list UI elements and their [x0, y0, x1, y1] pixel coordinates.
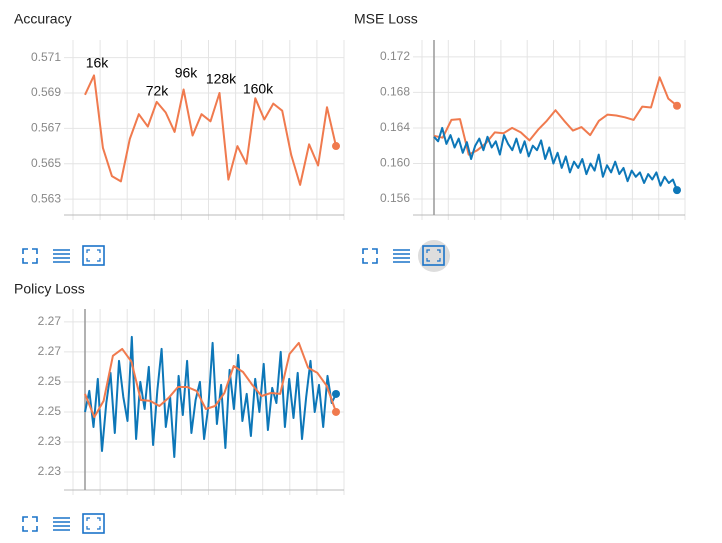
series-line: [84, 335, 337, 458]
y-tick-label: 2.25: [38, 374, 62, 388]
y-tick-label: 0.160: [380, 156, 410, 170]
fit-domain-button[interactable]: [422, 245, 445, 266]
y-tick-label: 2.25: [38, 404, 62, 418]
toggle-log-button[interactable]: [393, 249, 410, 263]
chart-title: MSE Loss: [354, 11, 418, 27]
annotation: 96k: [175, 65, 199, 81]
series-line: [433, 126, 678, 191]
chart: Policy Loss 2.27 2.27 2.25 2.25 2.23 2.23: [14, 281, 345, 495]
fit-domain-button[interactable]: [82, 513, 105, 534]
y-tick-label: 0.172: [380, 49, 410, 63]
button-highlight: [418, 240, 450, 272]
series-line: [84, 74, 337, 186]
series-line: [433, 76, 678, 156]
last-point: [673, 101, 681, 110]
annotation: 160k: [243, 81, 274, 97]
annotation: 128k: [206, 71, 237, 87]
chart: Accuracy 0.571 0.569 0.567 0.565 0.563 16k 72k 9…: [14, 11, 345, 220]
y-tick-label: 0.156: [380, 191, 410, 205]
toggle-log-button[interactable]: [53, 249, 70, 263]
chart-title: Accuracy: [14, 11, 72, 27]
y-tick-label: 0.571: [31, 50, 61, 64]
y-tick-label: 2.23: [38, 464, 62, 478]
fullscreen-button[interactable]: [22, 248, 38, 264]
y-tick-label: 0.569: [31, 85, 61, 99]
annotation: 16k: [86, 55, 110, 71]
y-tick-label: 2.23: [38, 434, 62, 448]
chart-title: Policy Loss: [14, 281, 85, 297]
annotation: 72k: [146, 83, 170, 99]
y-tick-label: 0.168: [380, 85, 410, 99]
fullscreen-button[interactable]: [362, 248, 378, 264]
y-tick-label: 0.567: [31, 121, 61, 135]
last-point: [332, 142, 340, 151]
fit-domain-button[interactable]: [82, 245, 105, 266]
y-tick-label: 2.27: [38, 314, 62, 328]
last-point: [332, 389, 340, 398]
fullscreen-button[interactable]: [22, 516, 38, 532]
y-tick-label: 2.27: [38, 344, 62, 358]
toggle-log-button[interactable]: [53, 517, 70, 531]
y-tick-label: 0.164: [380, 120, 410, 134]
y-tick-label: 0.563: [31, 191, 61, 205]
icon-row: [22, 240, 450, 534]
y-tick-label: 0.565: [31, 156, 61, 170]
chart: MSE Loss 0.172 0.168 0.164 0.160 0.156: [354, 11, 686, 220]
series-line: [84, 341, 337, 419]
last-point: [332, 407, 340, 416]
last-point: [673, 186, 681, 195]
